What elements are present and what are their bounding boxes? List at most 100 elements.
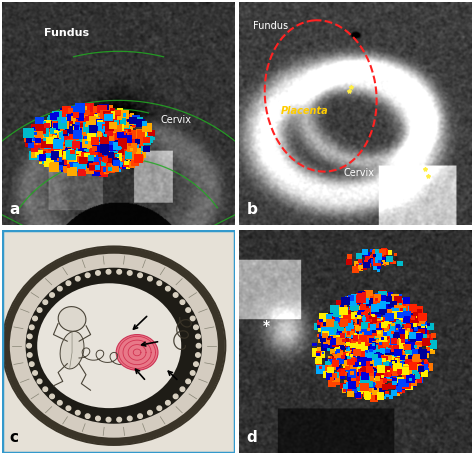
Bar: [331, 358, 339, 365]
Bar: [388, 353, 391, 356]
Bar: [66, 127, 74, 135]
Bar: [78, 149, 83, 154]
Bar: [114, 142, 116, 144]
Bar: [102, 164, 111, 173]
Bar: [86, 136, 91, 141]
Bar: [106, 166, 110, 170]
Bar: [91, 135, 95, 139]
Bar: [330, 305, 339, 313]
Bar: [152, 137, 155, 140]
Bar: [49, 136, 53, 139]
Bar: [409, 319, 411, 322]
Circle shape: [173, 293, 178, 297]
Bar: [374, 319, 382, 326]
Bar: [360, 255, 363, 257]
Bar: [394, 388, 401, 393]
Bar: [410, 360, 417, 366]
Bar: [51, 141, 58, 148]
Bar: [90, 136, 100, 145]
Bar: [119, 164, 124, 169]
Bar: [105, 121, 110, 126]
Circle shape: [138, 273, 142, 278]
Bar: [36, 141, 39, 143]
Bar: [413, 378, 417, 382]
Bar: [74, 137, 81, 143]
Bar: [367, 336, 374, 344]
Bar: [419, 328, 423, 332]
Bar: [120, 157, 124, 160]
Bar: [372, 329, 376, 333]
Bar: [362, 380, 367, 384]
Bar: [388, 345, 392, 348]
Bar: [356, 376, 360, 380]
Bar: [360, 329, 365, 334]
Bar: [104, 145, 107, 147]
Bar: [331, 335, 337, 341]
Bar: [57, 157, 62, 162]
Bar: [384, 362, 392, 370]
Bar: [411, 374, 414, 376]
Bar: [362, 366, 370, 374]
Circle shape: [186, 308, 191, 312]
Bar: [94, 166, 100, 172]
Bar: [386, 322, 391, 327]
Bar: [102, 131, 111, 140]
Bar: [418, 366, 424, 372]
Bar: [33, 136, 39, 142]
Bar: [397, 377, 404, 383]
Bar: [376, 359, 380, 362]
Bar: [393, 261, 396, 264]
Bar: [327, 337, 331, 340]
Bar: [373, 263, 376, 267]
Bar: [118, 126, 125, 132]
Bar: [346, 324, 349, 328]
Bar: [328, 367, 334, 373]
Bar: [148, 135, 153, 139]
Bar: [401, 349, 406, 354]
Bar: [354, 312, 359, 317]
Bar: [404, 324, 408, 327]
Bar: [81, 110, 84, 113]
Bar: [356, 329, 365, 337]
Bar: [381, 363, 387, 369]
Bar: [60, 144, 66, 150]
Bar: [76, 161, 79, 163]
Bar: [366, 354, 370, 357]
Bar: [334, 373, 339, 378]
Bar: [355, 366, 357, 369]
Bar: [387, 256, 392, 261]
Bar: [328, 379, 337, 387]
Bar: [401, 339, 404, 343]
Bar: [375, 339, 377, 342]
Bar: [97, 122, 106, 131]
Bar: [82, 155, 88, 160]
Bar: [374, 314, 376, 317]
Bar: [44, 120, 51, 127]
Bar: [329, 326, 336, 332]
Bar: [383, 328, 388, 333]
Bar: [409, 363, 414, 368]
Bar: [93, 127, 97, 131]
Bar: [64, 136, 70, 142]
Bar: [356, 349, 359, 353]
Circle shape: [43, 300, 47, 304]
Bar: [45, 146, 48, 150]
Bar: [405, 383, 409, 387]
Bar: [391, 371, 397, 377]
Bar: [104, 116, 111, 123]
Bar: [127, 142, 132, 147]
Bar: [338, 326, 344, 331]
Bar: [368, 345, 377, 353]
Bar: [398, 320, 402, 324]
Bar: [377, 269, 380, 272]
Bar: [120, 151, 126, 157]
Bar: [335, 312, 339, 316]
Bar: [132, 116, 140, 123]
Bar: [370, 335, 378, 343]
Bar: [100, 150, 111, 160]
Bar: [364, 328, 372, 335]
Bar: [349, 376, 358, 384]
Circle shape: [33, 316, 37, 321]
Bar: [45, 121, 52, 128]
Bar: [105, 136, 109, 140]
